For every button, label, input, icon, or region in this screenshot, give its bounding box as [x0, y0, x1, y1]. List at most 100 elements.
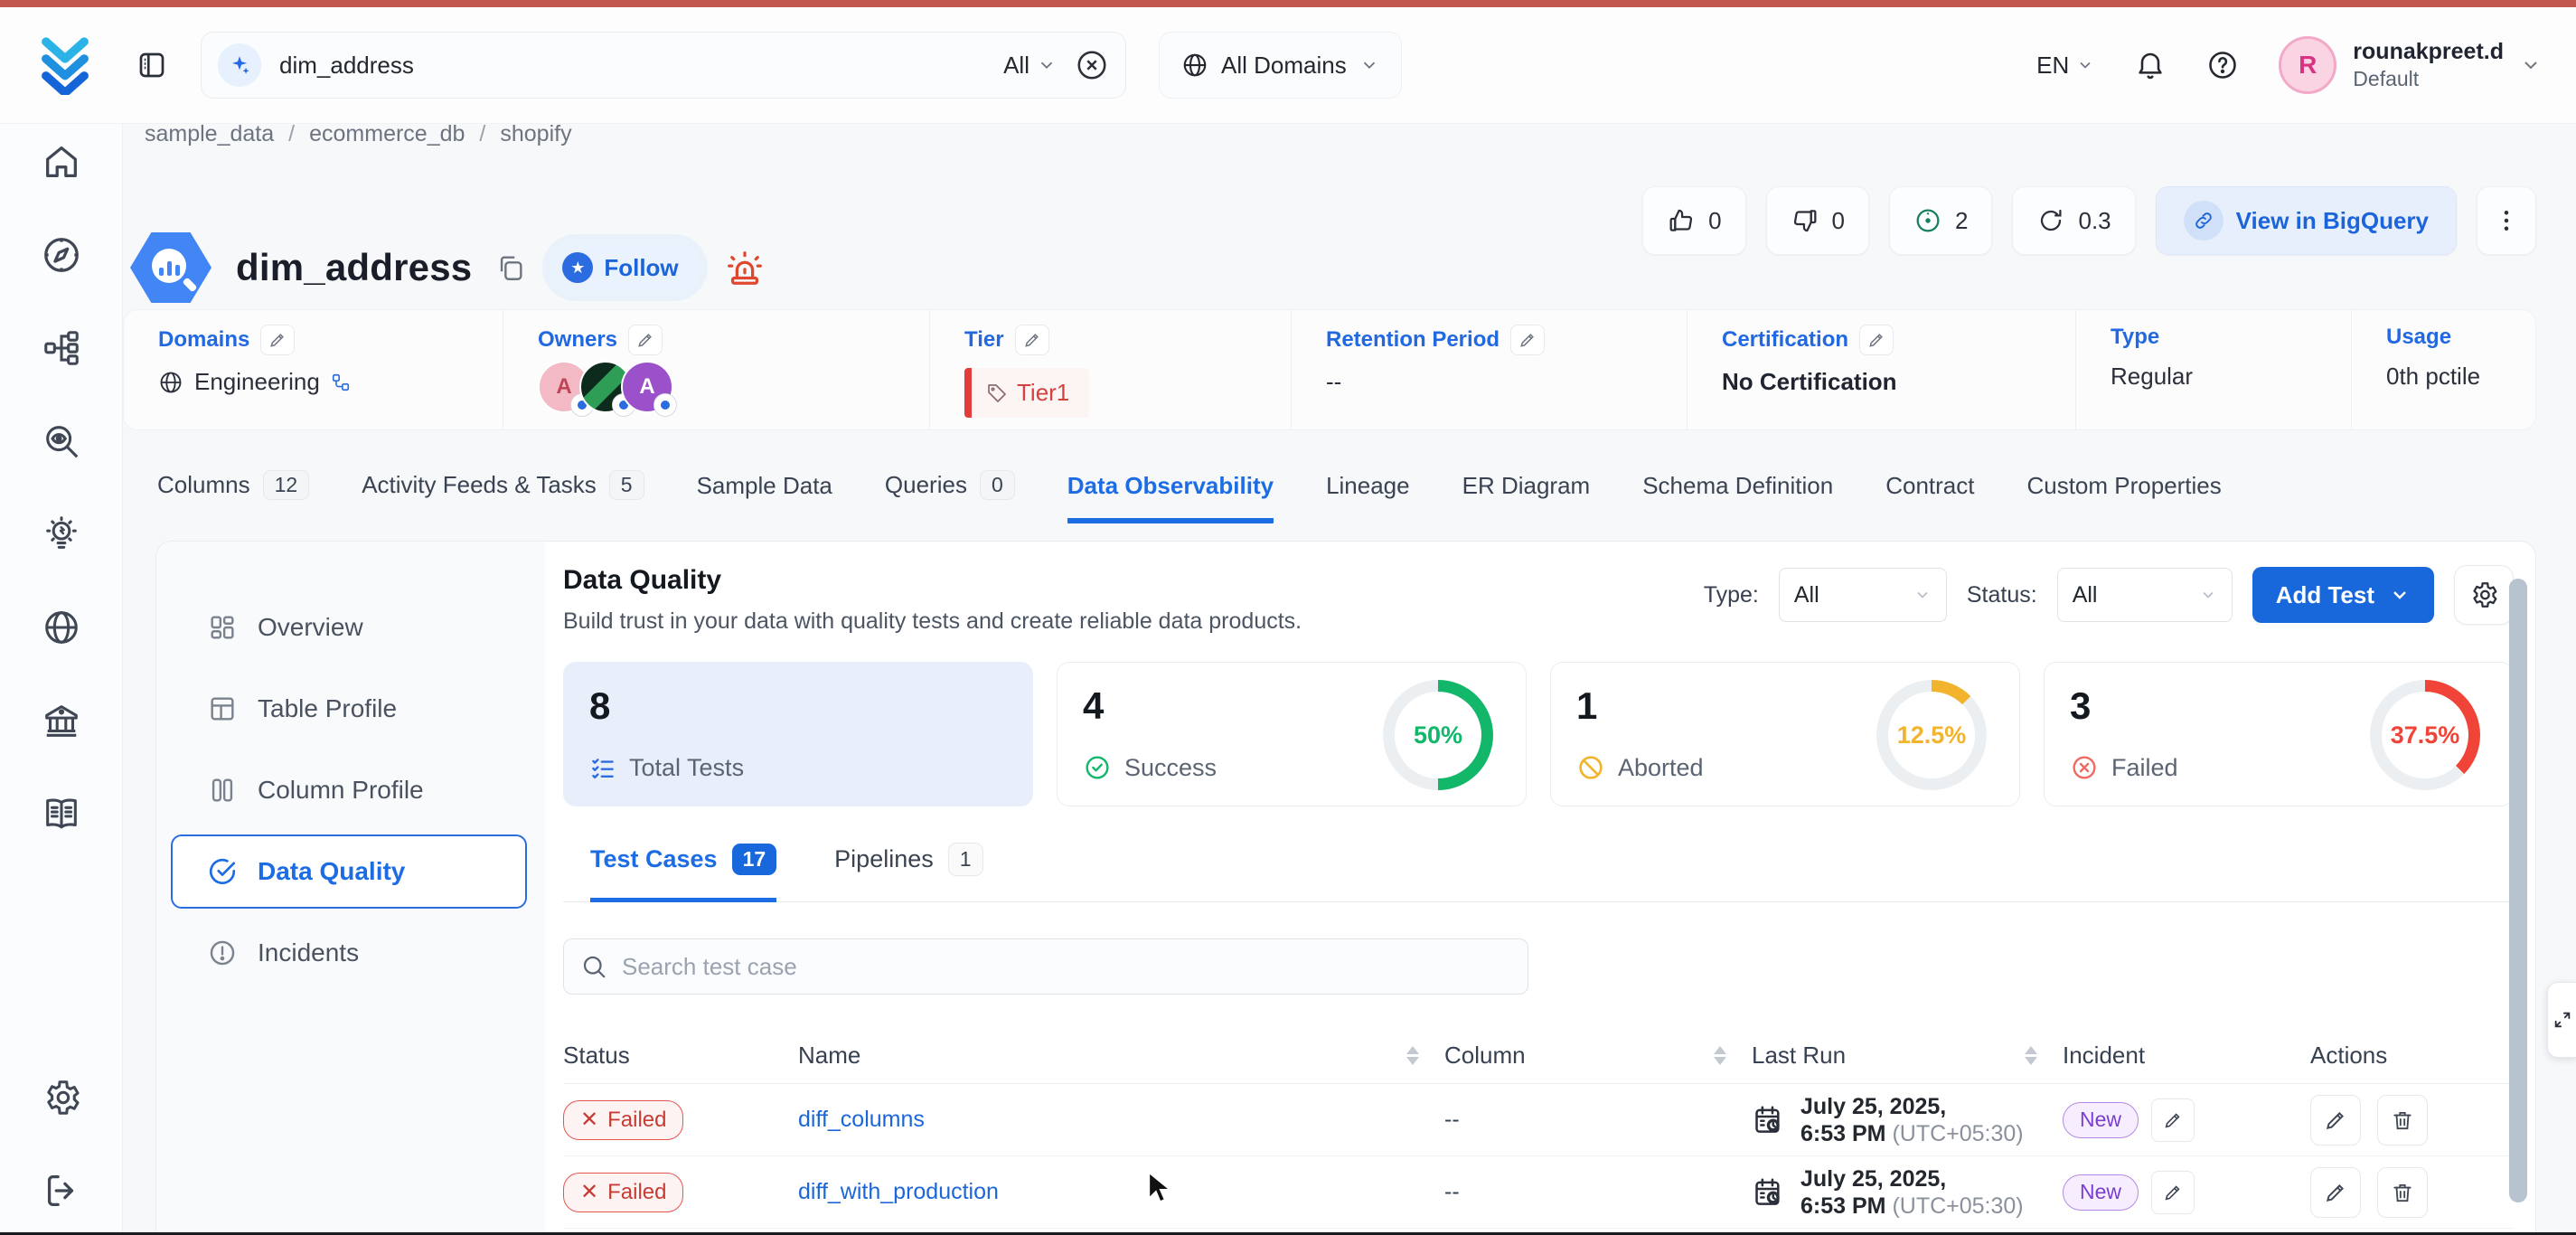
tab-er-diagram[interactable]: ER Diagram — [1462, 472, 1591, 523]
tab-queries[interactable]: Queries 0 — [885, 470, 1015, 523]
glossary-icon[interactable] — [41, 793, 82, 834]
sidebar-item-column-profile[interactable]: Column Profile — [171, 753, 527, 827]
type-filter-select[interactable]: All — [1778, 568, 1947, 622]
tab-columns[interactable]: Columns 12 — [157, 470, 310, 523]
view-in-bigquery-button[interactable]: View in BigQuery — [2155, 186, 2457, 255]
test-case-link[interactable]: diff_with_production — [798, 1179, 999, 1204]
sidebar-item-overview[interactable]: Overview — [171, 590, 527, 665]
refresh-score-button[interactable]: 0.3 — [2012, 186, 2136, 255]
tab-data-observability[interactable]: Data Observability — [1067, 472, 1274, 523]
ai-sparkle-icon[interactable] — [218, 43, 261, 87]
govern-icon[interactable] — [41, 700, 82, 741]
add-test-button[interactable]: Add Test — [2252, 567, 2434, 623]
sidebar-toggle-icon[interactable] — [136, 49, 168, 81]
tab-sample-data[interactable]: Sample Data — [697, 472, 832, 523]
edit-domains-icon[interactable] — [260, 325, 296, 355]
incident-badge[interactable]: New — [2063, 1101, 2139, 1138]
search-input[interactable] — [620, 951, 1511, 982]
views-button[interactable]: 2 — [1889, 186, 1993, 255]
home-icon[interactable] — [41, 141, 82, 183]
col-column: Column — [1444, 1041, 1526, 1069]
domain-value[interactable]: Engineering — [194, 368, 320, 395]
edit-retention-icon[interactable] — [1510, 325, 1546, 355]
follow-button[interactable]: ★ Follow — [550, 241, 700, 294]
alert-siren-icon[interactable] — [724, 247, 766, 288]
tab-label: Sample Data — [696, 472, 832, 499]
language-select[interactable]: EN — [2036, 52, 2094, 80]
success-donut: 50% — [1383, 680, 1493, 790]
col-last-run-sort[interactable]: Last Run — [1752, 1042, 2063, 1070]
help-icon[interactable] — [2206, 49, 2239, 81]
settings-gear-icon[interactable] — [41, 1077, 82, 1118]
tab-label: Schema Definition — [1642, 472, 1834, 499]
edit-owners-icon[interactable] — [628, 325, 663, 355]
tab-test-cases[interactable]: Test Cases 17 — [590, 843, 777, 902]
incident-badge[interactable]: New — [2063, 1174, 2139, 1211]
insights-icon[interactable] — [41, 514, 82, 555]
tab-label: Contract — [1885, 472, 1975, 499]
refresh-icon — [2041, 209, 2063, 231]
logout-icon[interactable] — [41, 1170, 82, 1211]
edit-test-button[interactable] — [2310, 1094, 2361, 1145]
edit-tier-icon[interactable] — [1014, 325, 1049, 355]
delete-test-button[interactable] — [2377, 1094, 2428, 1145]
breadcrumb-item[interactable]: ecommerce_db — [309, 121, 465, 146]
tab-activity-feeds[interactable]: Activity Feeds & Tasks 5 — [362, 470, 644, 523]
tab-pipelines[interactable]: Pipelines 1 — [834, 843, 983, 902]
success-check-icon — [1086, 756, 1109, 779]
domains-icon[interactable] — [41, 607, 82, 648]
col-name-sort[interactable]: Name — [798, 1042, 1444, 1070]
status-label: Failed — [607, 1179, 667, 1204]
tab-contract[interactable]: Contract — [1885, 472, 1974, 523]
tier-badge[interactable]: Tier1 — [964, 368, 1090, 418]
delete-test-button[interactable] — [2377, 1166, 2428, 1218]
col-column-sort[interactable]: Column — [1444, 1042, 1752, 1070]
explore-icon[interactable] — [41, 234, 82, 276]
lineage-icon[interactable] — [41, 327, 82, 369]
follow-label: Follow — [604, 253, 679, 281]
copy-icon[interactable] — [495, 252, 526, 283]
upvote-button[interactable]: 0 — [1642, 186, 1746, 255]
quality-settings-gear-icon[interactable] — [2454, 565, 2514, 625]
last-run-time: 6:53 PM — [1800, 1193, 1886, 1220]
app-logo-icon[interactable] — [36, 33, 94, 98]
status-badge: ✕ Failed — [563, 1172, 684, 1212]
failed-x-icon — [2073, 756, 2096, 779]
domains-filter-button[interactable]: All Domains — [1159, 32, 1402, 99]
tab-custom-properties[interactable]: Custom Properties — [2026, 472, 2221, 523]
tier-value: Tier1 — [1017, 379, 1070, 406]
owner-avatar[interactable] — [579, 361, 635, 417]
owner-avatar[interactable]: A — [621, 361, 677, 417]
tab-schema-definition[interactable]: Schema Definition — [1642, 472, 1833, 523]
edit-certification-icon[interactable] — [1859, 325, 1894, 355]
edit-test-button[interactable] — [2310, 1166, 2361, 1218]
sidebar-item-data-quality[interactable]: Data Quality — [171, 834, 527, 909]
search-clear-icon[interactable] — [1075, 48, 1109, 82]
breadcrumb-item[interactable]: shopify — [500, 121, 572, 146]
notifications-bell-icon[interactable] — [2134, 49, 2167, 81]
edit-incident-icon[interactable] — [2151, 1170, 2195, 1214]
downvote-button[interactable]: 0 — [1765, 186, 1870, 255]
status-filter-select[interactable]: All — [2056, 568, 2233, 622]
test-case-search[interactable] — [563, 938, 1528, 995]
search-scope-select[interactable]: All — [1003, 52, 1057, 80]
type-filter-label: Type: — [1703, 581, 1759, 608]
vertical-scrollbar[interactable] — [2509, 579, 2527, 1202]
search-input[interactable]: dim_address — [279, 51, 414, 79]
tab-lineage[interactable]: Lineage — [1326, 472, 1410, 523]
edit-incident-icon[interactable] — [2151, 1098, 2195, 1142]
side-panel-handle[interactable] — [2547, 982, 2576, 1058]
test-case-link[interactable]: diff_columns — [798, 1107, 925, 1132]
link-icon — [2183, 201, 2223, 240]
observability-icon[interactable] — [41, 420, 82, 462]
aborted-card: 1 Aborted 12.5% — [1550, 662, 2020, 806]
avatar[interactable]: R — [2279, 36, 2337, 94]
sidebar-item-table-profile[interactable]: Table Profile — [171, 672, 527, 746]
breadcrumb-item[interactable]: sample_data — [145, 121, 275, 146]
tests-tabs: Test Cases 17 Pipelines 1 — [563, 843, 2514, 902]
more-options-kebab-icon[interactable] — [2477, 186, 2536, 255]
global-search[interactable]: dim_address All — [201, 32, 1126, 99]
col-last-run: Last Run — [1752, 1041, 1847, 1069]
sidebar-item-incidents[interactable]: Incidents — [171, 916, 527, 990]
user-menu[interactable]: R rounakpreet.d Default — [2279, 36, 2542, 94]
